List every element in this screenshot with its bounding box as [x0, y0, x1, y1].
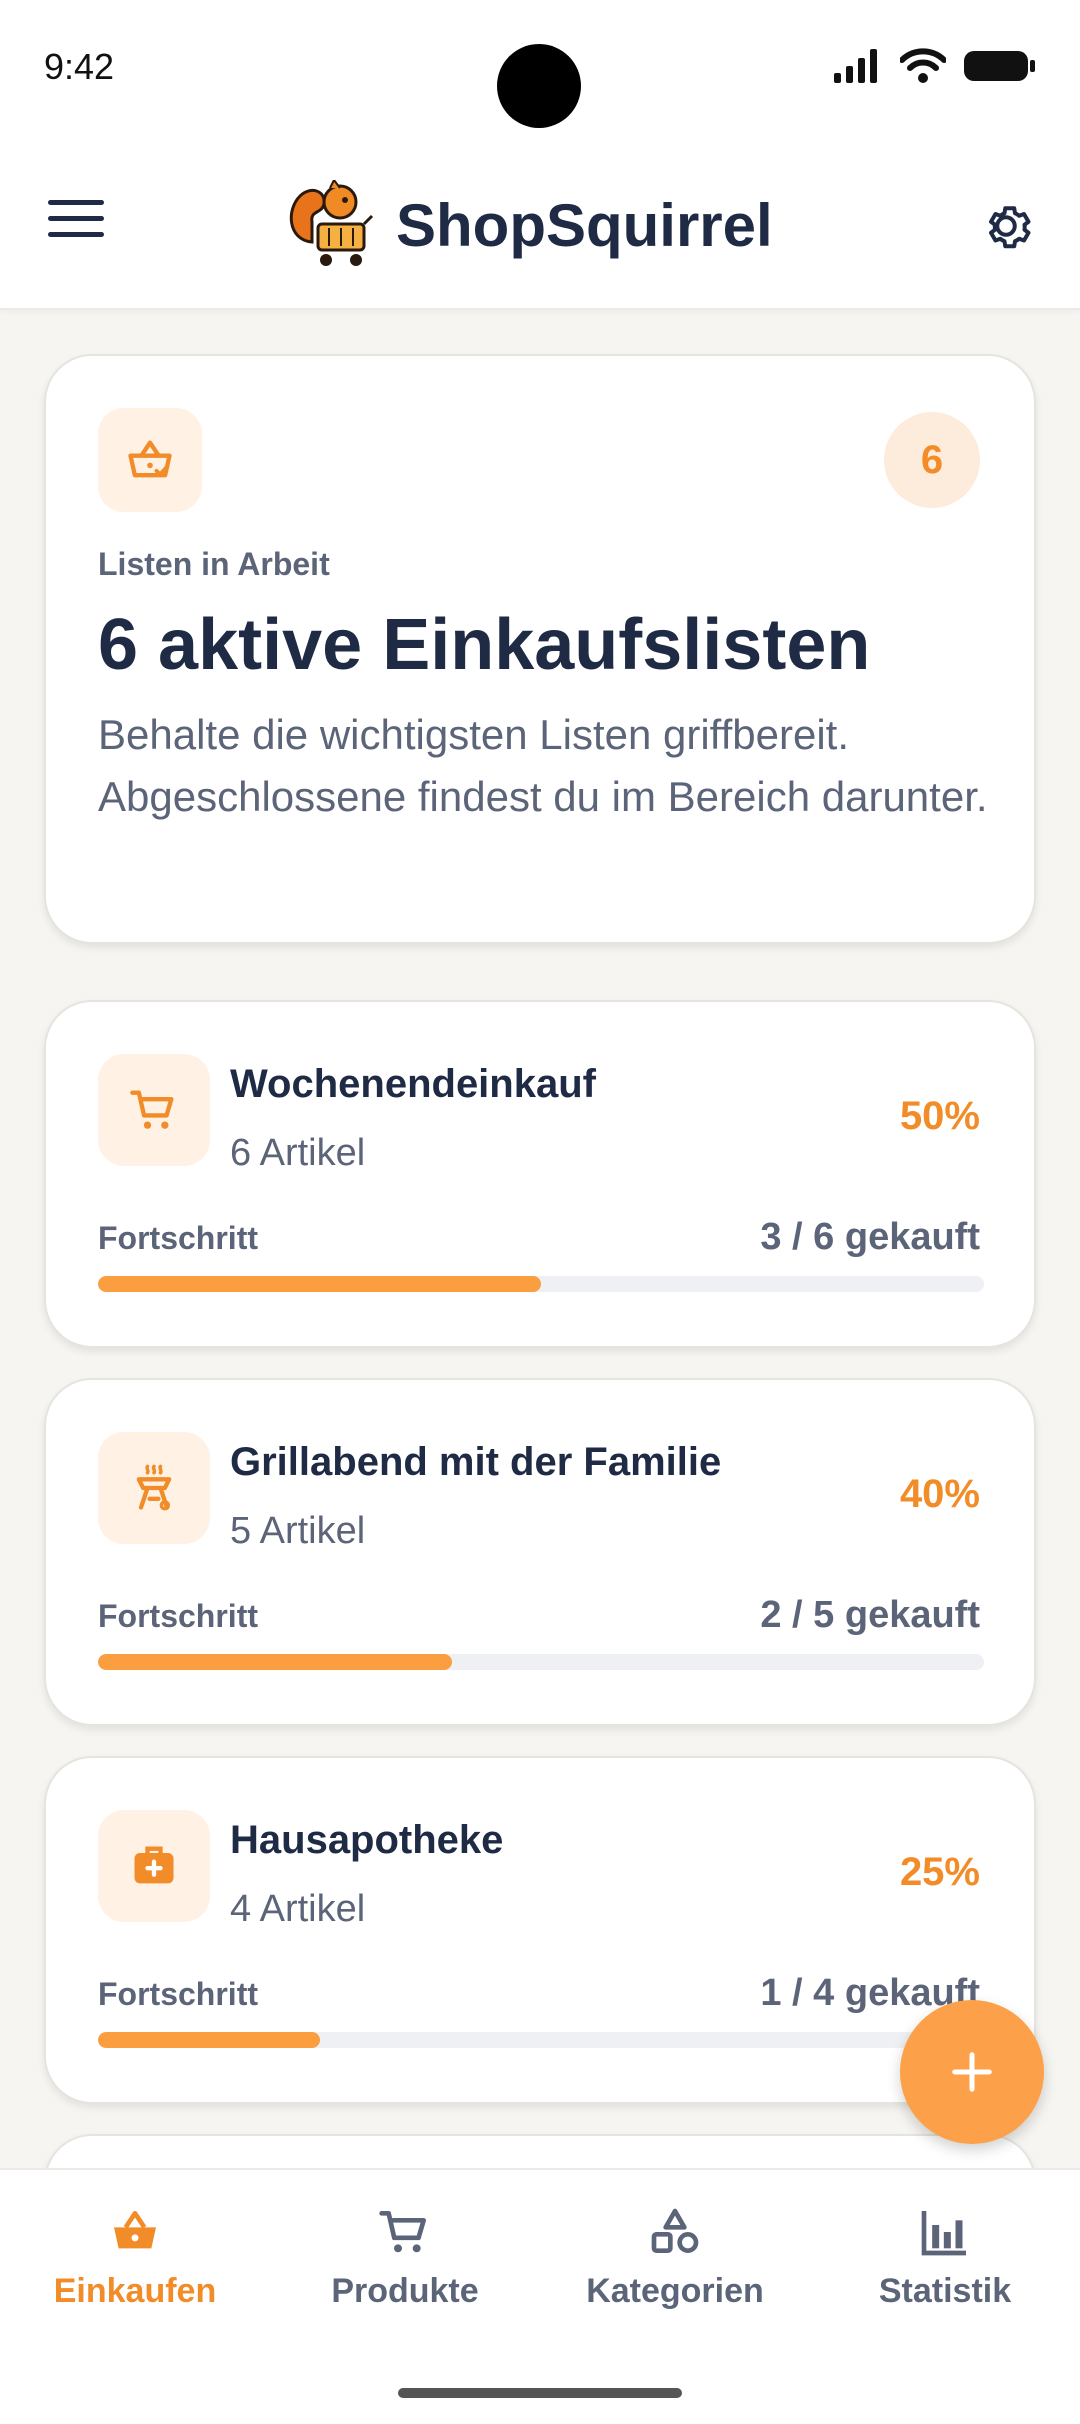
summary-label: Listen in Arbeit — [98, 546, 330, 582]
add-list-button[interactable] — [900, 2000, 1044, 2144]
progress-count: 2 / 5 gekauft — [760, 1594, 980, 1636]
nav-label: Produkte — [331, 2272, 479, 2310]
list-icon-box — [98, 1432, 210, 1544]
list-card[interactable]: Hausapotheke 4 Artikel 25% Fortschritt 1… — [44, 1756, 1036, 2104]
summary-description: Behalte die wichtigsten Listen griffbere… — [98, 711, 988, 820]
battery-icon — [964, 51, 1035, 81]
list-percent: 50% — [899, 1094, 980, 1138]
squirrel-logo-icon — [289, 180, 374, 266]
brand: ShopSquirrel — [282, 180, 773, 270]
nav-item-kategorien[interactable]: Kategorien — [540, 2204, 810, 2324]
status-icons — [834, 48, 1036, 84]
list-icon-box — [98, 1054, 210, 1166]
nav-label: Einkaufen — [53, 2272, 217, 2310]
cart-icon — [379, 2211, 426, 2253]
cart-icon — [130, 1090, 174, 1129]
progress-fill — [98, 1276, 541, 1292]
nav-label: Statistik — [878, 2272, 1012, 2310]
list-card[interactable]: Grillabend mit der Familie 5 Artikel 40%… — [44, 1378, 1036, 1726]
nav-label: Kategorien — [586, 2272, 764, 2310]
wifi-icon — [900, 48, 946, 83]
list-item-count: 5 Artikel — [230, 1510, 366, 1552]
menu-button[interactable] — [48, 200, 104, 248]
settings-button[interactable] — [976, 196, 1036, 256]
nav-item-statistik[interactable]: Statistik — [810, 2204, 1080, 2324]
nav-item-einkaufen[interactable]: Einkaufen — [0, 2204, 270, 2324]
progress-label: Fortschritt — [98, 1598, 258, 1634]
progress-label: Fortschritt — [98, 1220, 258, 1256]
list-card[interactable]: Wochenendeinkauf 6 Artikel 50% Fortschri… — [44, 1000, 1036, 1348]
shapes-icon — [651, 2208, 699, 2253]
app-title: ShopSquirrel — [396, 191, 773, 259]
status-bar: 9:42 — [0, 0, 1080, 140]
list-percent: 40% — [899, 1472, 980, 1516]
progress-label: Fortschritt — [98, 1976, 258, 2012]
nav-item-produkte[interactable]: Produkte — [270, 2204, 540, 2324]
active-count-badge: 6 — [884, 412, 980, 508]
menu-icon-line — [48, 232, 104, 237]
basket-check-icon — [128, 440, 172, 478]
summary-card: 6 Listen in Arbeit 6 aktive Einkaufslist… — [44, 354, 1036, 944]
list-item-count: 6 Artikel — [230, 1132, 366, 1174]
signal-icon — [834, 49, 877, 83]
status-time: 9:42 — [44, 46, 115, 87]
plus-icon — [952, 2052, 992, 2092]
grill-icon — [136, 1464, 172, 1511]
progress-count: 3 / 6 gekauft — [760, 1216, 980, 1258]
bar-chart-icon — [921, 2211, 966, 2256]
app-bar: ShopSquirrel — [0, 140, 1080, 310]
camera-cutout — [497, 44, 581, 128]
progress-bar — [98, 2032, 984, 2048]
progress-fill — [98, 2032, 320, 2048]
home-indicator[interactable] — [398, 2388, 682, 2398]
medical-kit-icon — [134, 1846, 174, 1884]
summary-title: 6 aktive Einkaufslisten — [98, 605, 871, 685]
bottom-navigation: Einkaufen Produkte Kategorien Statistik — [0, 2168, 1080, 2424]
summary-icon-box — [98, 408, 202, 512]
progress-fill — [98, 1654, 453, 1670]
list-name: Hausapotheke — [230, 1818, 504, 1862]
gear-icon — [989, 206, 1031, 249]
progress-bar — [98, 1276, 984, 1292]
basket-icon — [114, 2211, 156, 2249]
menu-icon-line — [48, 216, 104, 221]
list-item-count: 4 Artikel — [230, 1888, 366, 1930]
list-icon-box — [98, 1810, 210, 1922]
list-name: Wochenendeinkauf — [230, 1062, 596, 1106]
list-name: Grillabend mit der Familie — [230, 1440, 722, 1484]
progress-bar — [98, 1654, 984, 1670]
menu-icon-line — [48, 200, 104, 205]
list-percent: 25% — [899, 1850, 980, 1894]
